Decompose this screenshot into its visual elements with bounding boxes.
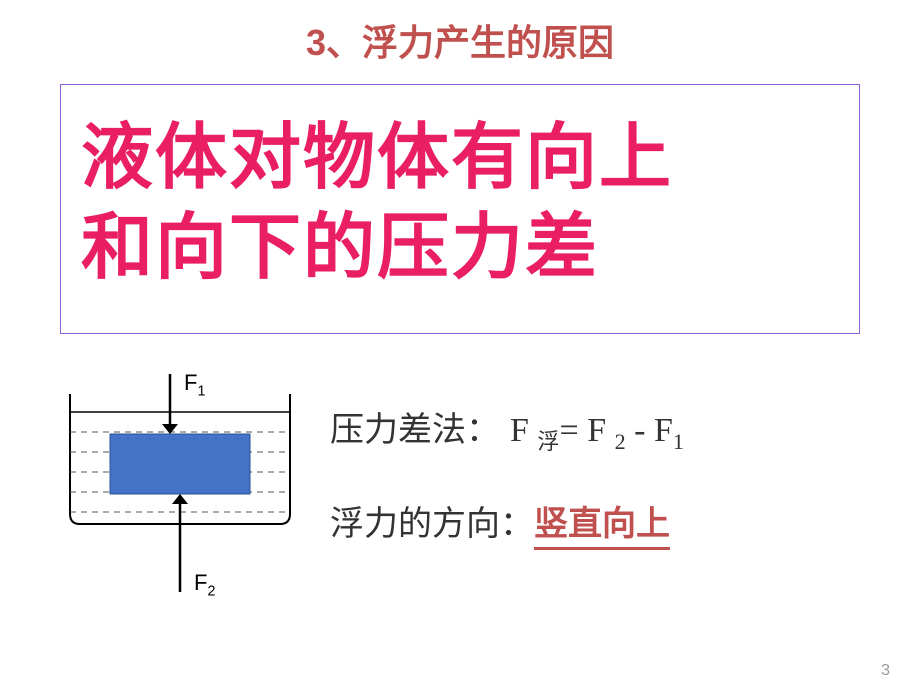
formula-label: 压力差法： [330,402,500,451]
f2-label: F2 [194,570,215,599]
main-statement-line1: 液体对物体有向上 [81,113,839,203]
bottom-section: F1 F2 压力差法： F 浮= F 2 - F1 浮力的方向： 竖直向上 [0,374,920,594]
formula-line: 压力差法： F 浮= F 2 - F1 [330,402,684,456]
formula-equation: F 浮= F 2 - F1 [510,412,684,456]
page-title: 3、浮力产生的原因 [0,0,920,66]
main-statement-box: 液体对物体有向上 和向下的压力差 [60,84,860,334]
direction-label: 浮力的方向： [330,496,534,545]
right-text-block: 压力差法： F 浮= F 2 - F1 浮力的方向： 竖直向上 [310,374,684,550]
main-statement-line2: 和向下的压力差 [81,203,839,293]
direction-line: 浮力的方向： 竖直向上 [330,496,684,550]
diagram-svg [50,374,310,594]
force-diagram: F1 F2 [50,374,310,594]
f1-label: F1 [184,370,205,399]
page-number: 3 [881,662,890,680]
direction-answer: 竖直向上 [534,496,670,550]
